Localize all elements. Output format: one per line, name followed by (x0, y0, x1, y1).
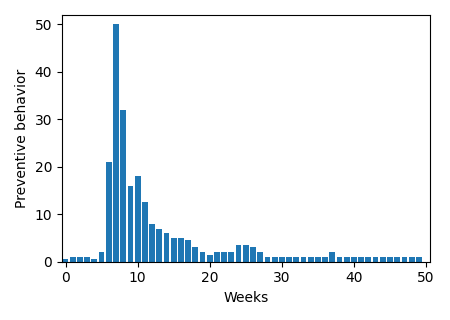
Bar (178, 238, 184, 262)
Bar (286, 257, 292, 262)
X-axis label: Weeks: Weeks (223, 291, 268, 305)
Bar (99, 252, 104, 262)
Bar (257, 252, 263, 262)
Bar (322, 257, 328, 262)
Bar (142, 203, 148, 262)
Bar (84, 257, 90, 262)
Bar (221, 252, 227, 262)
Bar (293, 257, 299, 262)
Bar (279, 257, 285, 262)
Bar (373, 257, 378, 262)
Bar (409, 257, 414, 262)
Bar (243, 245, 249, 262)
Bar (214, 252, 220, 262)
Bar (358, 257, 364, 262)
Bar (265, 257, 270, 262)
Bar (344, 257, 350, 262)
Y-axis label: Preventive behavior: Preventive behavior (15, 69, 29, 208)
Bar (337, 257, 342, 262)
Bar (113, 25, 119, 262)
Bar (207, 255, 212, 262)
Bar (301, 257, 306, 262)
Bar (70, 257, 76, 262)
Bar (272, 257, 278, 262)
Bar (135, 176, 140, 262)
Bar (120, 110, 126, 262)
Bar (229, 252, 234, 262)
Bar (127, 186, 133, 262)
Bar (380, 257, 386, 262)
Bar (387, 257, 393, 262)
Bar (149, 224, 155, 262)
Bar (200, 252, 205, 262)
Bar (329, 252, 335, 262)
Bar (77, 257, 83, 262)
Bar (250, 247, 256, 262)
Bar (185, 240, 191, 262)
Bar (193, 247, 198, 262)
Bar (63, 259, 68, 262)
Bar (351, 257, 357, 262)
Bar (365, 257, 371, 262)
Bar (315, 257, 321, 262)
Bar (308, 257, 314, 262)
Bar (416, 257, 422, 262)
Bar (156, 228, 162, 262)
Bar (164, 233, 169, 262)
Bar (106, 162, 112, 262)
Bar (394, 257, 400, 262)
Bar (401, 257, 407, 262)
Bar (236, 245, 242, 262)
Bar (171, 238, 176, 262)
Bar (91, 259, 97, 262)
